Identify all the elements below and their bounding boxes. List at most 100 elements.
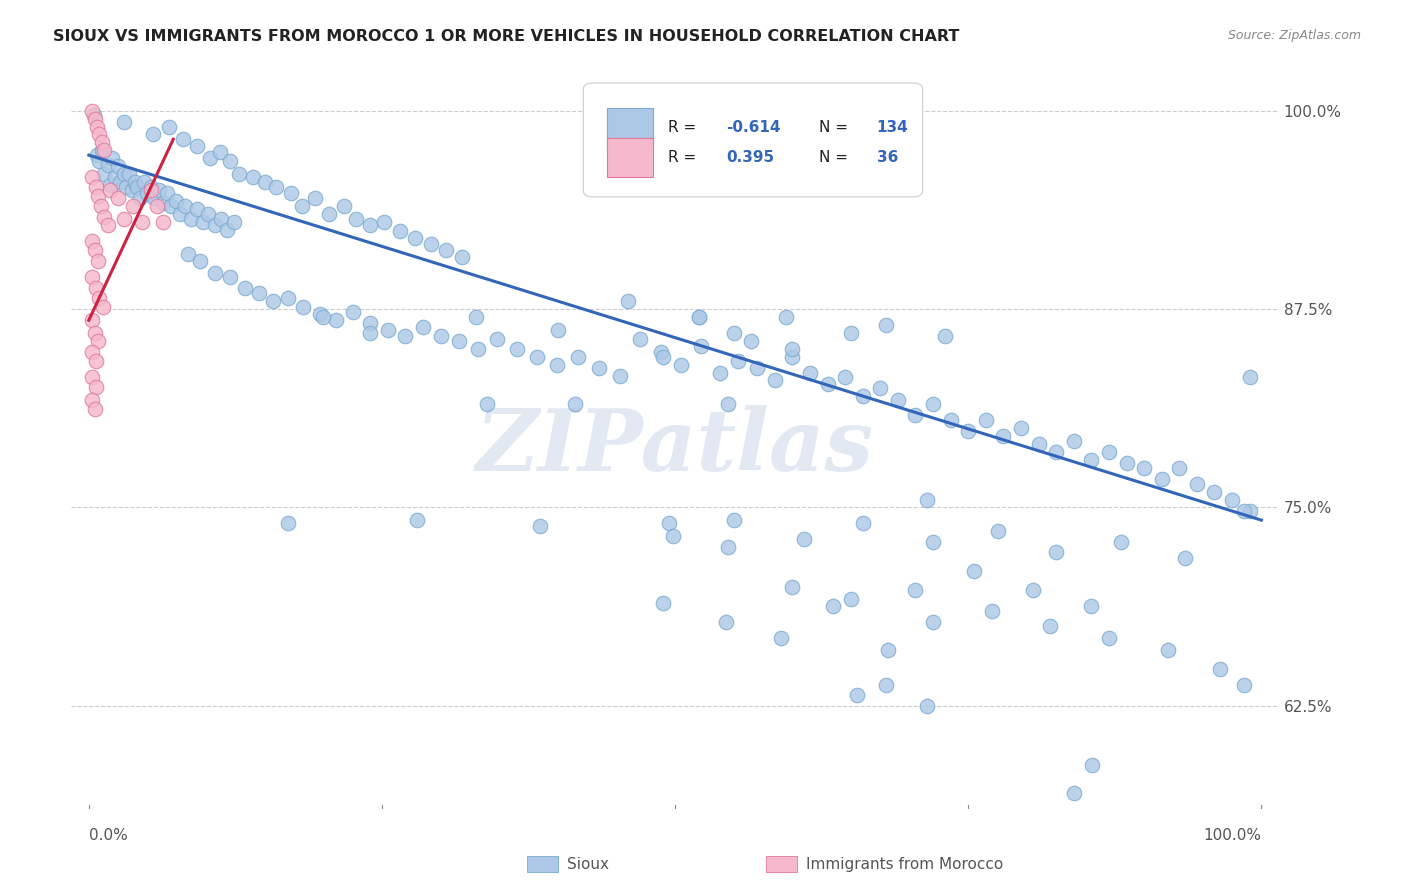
Point xyxy=(180,211,202,226)
Point xyxy=(169,207,191,221)
Point xyxy=(325,313,347,327)
Point xyxy=(82,103,104,118)
Point xyxy=(188,254,211,268)
Point xyxy=(823,599,845,613)
Point xyxy=(280,186,302,201)
FancyBboxPatch shape xyxy=(607,138,654,178)
Point xyxy=(834,370,856,384)
Point xyxy=(104,170,127,185)
Point xyxy=(1039,619,1062,633)
Point xyxy=(83,402,105,417)
Point xyxy=(1204,484,1226,499)
Point xyxy=(852,389,875,403)
FancyBboxPatch shape xyxy=(607,108,654,147)
Point xyxy=(359,316,381,330)
Point xyxy=(1098,445,1121,459)
Point xyxy=(1233,503,1256,517)
Point xyxy=(82,370,104,384)
Point xyxy=(628,332,651,346)
Point xyxy=(146,199,169,213)
Point xyxy=(142,128,165,142)
Point xyxy=(89,128,111,142)
Point xyxy=(652,350,675,364)
Point xyxy=(609,368,631,383)
Point xyxy=(136,186,159,201)
Point xyxy=(1063,786,1085,800)
Point xyxy=(1150,472,1173,486)
Point xyxy=(547,323,569,337)
Point xyxy=(87,189,110,203)
Point xyxy=(165,194,187,208)
Point xyxy=(467,342,489,356)
Point xyxy=(344,211,367,226)
Point xyxy=(247,286,270,301)
Point xyxy=(1063,434,1085,448)
Point xyxy=(262,294,284,309)
Point xyxy=(93,210,115,224)
Text: 0.0%: 0.0% xyxy=(89,828,128,843)
Point xyxy=(217,223,239,237)
Point xyxy=(915,492,938,507)
Point xyxy=(373,215,395,229)
Point xyxy=(887,392,910,407)
Point xyxy=(209,145,232,159)
Point xyxy=(915,698,938,713)
Point xyxy=(84,281,107,295)
Point xyxy=(986,524,1008,539)
Point xyxy=(1028,437,1050,451)
Point xyxy=(429,329,451,343)
Point xyxy=(98,183,121,197)
Point xyxy=(723,326,745,340)
Point xyxy=(291,199,314,213)
Point xyxy=(449,334,471,348)
Point xyxy=(342,305,364,319)
Text: N =: N = xyxy=(818,150,852,165)
Point xyxy=(658,516,681,531)
Point xyxy=(304,191,326,205)
Point xyxy=(224,215,246,229)
Point xyxy=(101,151,124,165)
Point xyxy=(436,244,458,258)
Point xyxy=(191,215,214,229)
Text: SIOUX VS IMMIGRANTS FROM MOROCCO 1 OR MORE VEHICLES IN HOUSEHOLD CORRELATION CHA: SIOUX VS IMMIGRANTS FROM MOROCCO 1 OR MO… xyxy=(53,29,960,44)
Point xyxy=(112,211,135,226)
Point xyxy=(91,301,114,315)
Text: -0.614: -0.614 xyxy=(725,120,780,135)
Point xyxy=(567,350,589,364)
Point xyxy=(922,535,945,549)
Point xyxy=(82,313,104,327)
Point xyxy=(177,246,200,260)
Point xyxy=(1098,631,1121,645)
Point xyxy=(1010,421,1032,435)
Point xyxy=(1168,460,1191,475)
Point xyxy=(172,132,194,146)
Point xyxy=(922,615,945,629)
Point xyxy=(974,413,997,427)
Point xyxy=(277,516,299,531)
Point xyxy=(197,207,219,221)
Text: Immigrants from Morocco: Immigrants from Morocco xyxy=(806,857,1002,871)
Point xyxy=(93,144,115,158)
Point xyxy=(650,345,672,359)
Point xyxy=(186,202,208,216)
Point xyxy=(86,148,108,162)
FancyBboxPatch shape xyxy=(583,83,922,197)
Point xyxy=(688,310,710,324)
Point xyxy=(121,183,143,197)
Point xyxy=(904,582,927,597)
Point xyxy=(82,170,104,185)
Point xyxy=(529,519,551,533)
Point xyxy=(420,237,443,252)
Point xyxy=(526,350,548,364)
Point xyxy=(506,342,529,356)
Point xyxy=(1209,662,1232,676)
Point xyxy=(122,199,145,213)
Point xyxy=(1021,582,1043,597)
Point xyxy=(404,230,426,244)
Point xyxy=(139,179,162,194)
Text: 134: 134 xyxy=(877,120,908,135)
Point xyxy=(277,291,299,305)
Point xyxy=(775,310,797,324)
Point xyxy=(869,381,891,395)
Text: R =: R = xyxy=(668,150,702,165)
